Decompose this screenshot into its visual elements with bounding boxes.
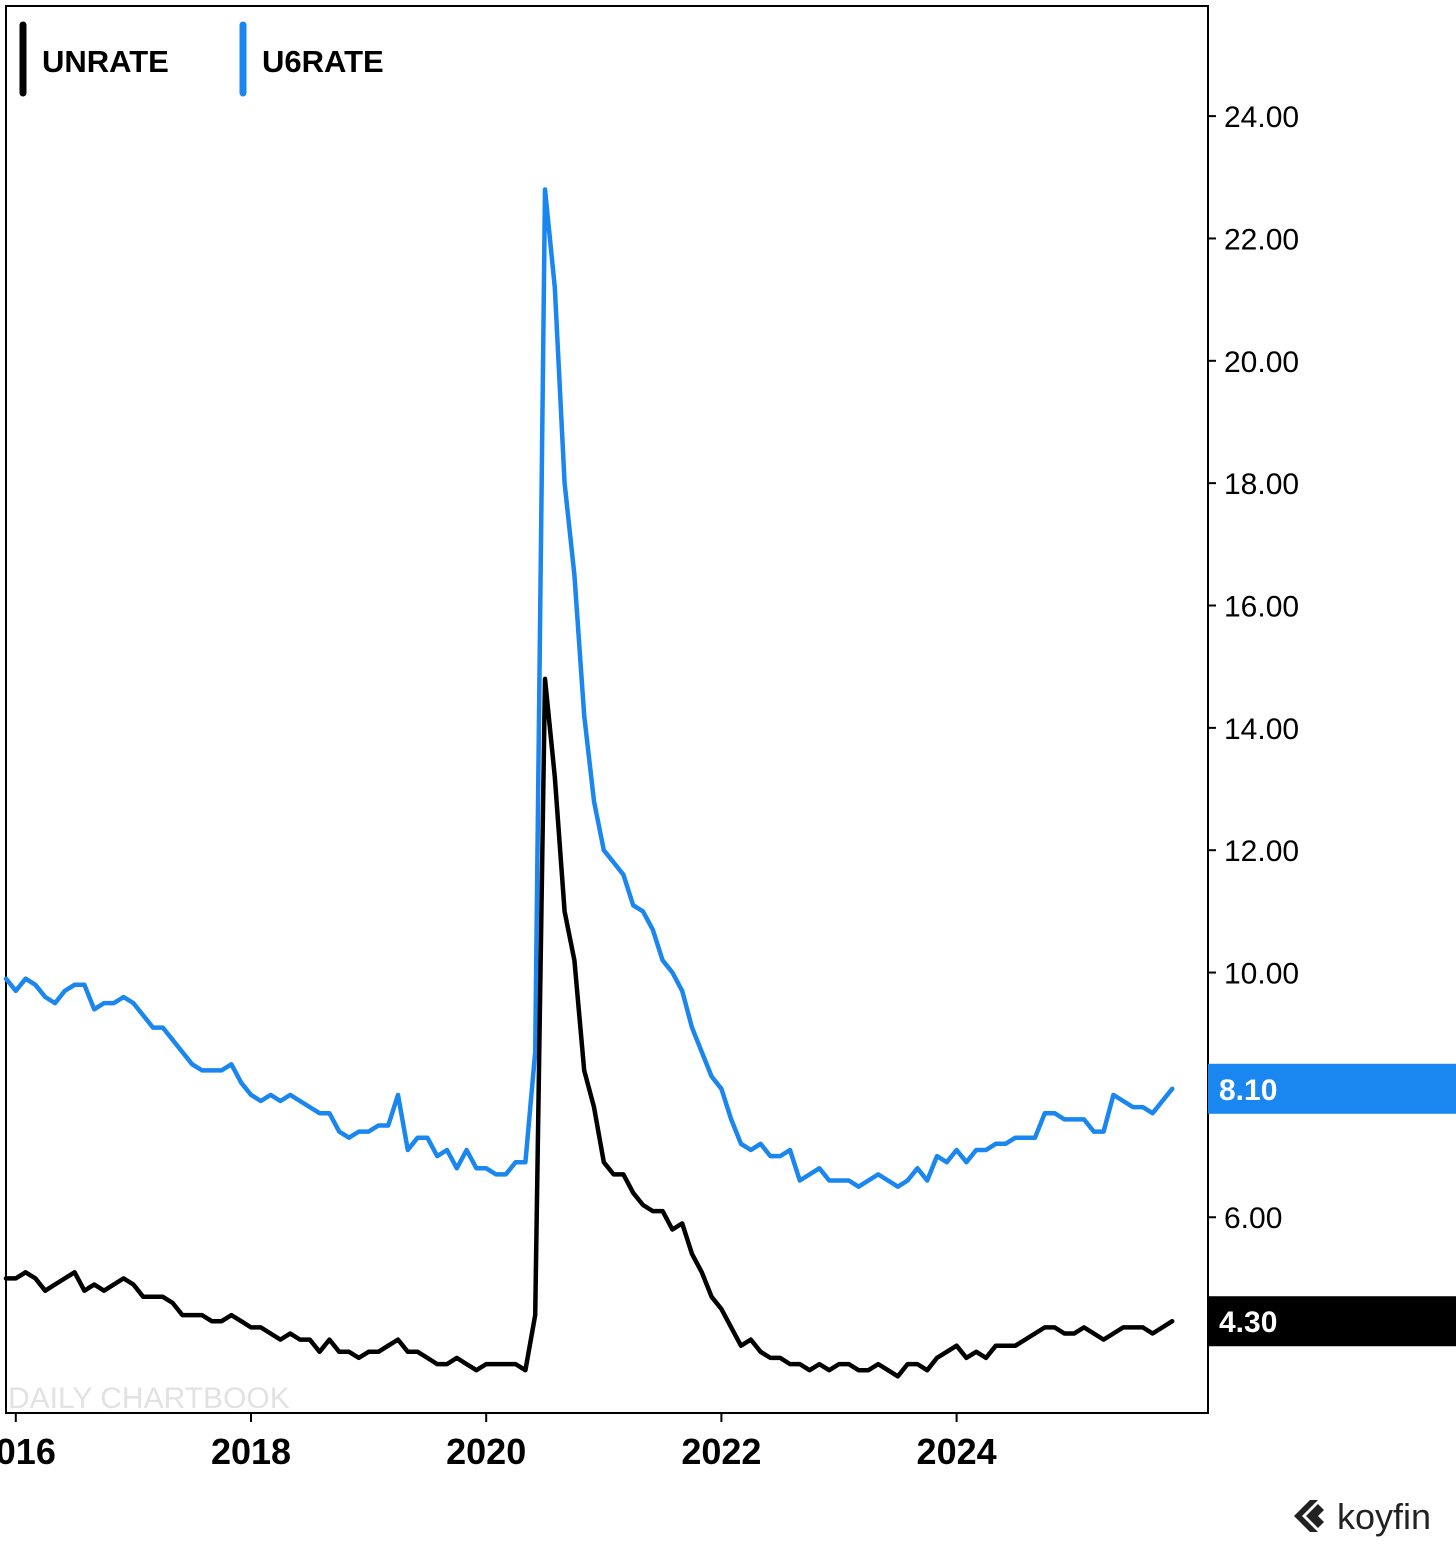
koyfin-logo-icon [1294, 1500, 1324, 1532]
last-value-badge-unrate: 4.30 [1208, 1296, 1456, 1347]
plot-frame [5, 5, 1209, 1414]
y-tick-label: 18.00 [1224, 468, 1299, 501]
legend-label-unrate: UNRATE [42, 44, 169, 79]
legend-label-u6rate: U6RATE [262, 44, 384, 79]
y-tick-label: 24.00 [1224, 101, 1299, 134]
series-line-u6rate [3, 187, 1175, 1189]
y-tick-label: 16.00 [1224, 591, 1299, 624]
y-tick-label: 12.00 [1224, 835, 1299, 868]
y-tick-label: 10.00 [1224, 958, 1299, 991]
badge-value: 4.30 [1219, 1306, 1277, 1339]
watermark-text: DAILY CHARTBOOK [8, 1382, 290, 1415]
x-axis: 2016 2018 2020 2022 2024 [0, 1413, 997, 1472]
last-value-badge-u6rate: 8.10 [1208, 1063, 1456, 1114]
x-tick-label: 2020 [446, 1431, 526, 1472]
y-tick-label: 20.00 [1224, 346, 1299, 379]
x-tick-label: 2018 [211, 1431, 291, 1472]
brand-logo: koyfin [1294, 1496, 1431, 1537]
y-tick-label: 6.00 [1224, 1202, 1282, 1235]
x-tick-label: 2024 [917, 1431, 997, 1472]
y-axis: 6.00 10.00 12.00 14.00 16.00 18.00 20.00 22.00 2… [1208, 101, 1299, 1235]
y-tick-label: 22.00 [1224, 223, 1299, 256]
brand-name: koyfin [1337, 1496, 1431, 1537]
y-tick-label: 14.00 [1224, 713, 1299, 746]
last-value-badges: 4.30 8.10 [1208, 1063, 1456, 1347]
legend: UNRATE U6RATE [19, 21, 384, 97]
badge-background [1208, 1296, 1456, 1347]
series-layer [3, 187, 1175, 1379]
badge-value: 8.10 [1219, 1074, 1277, 1107]
x-tick-label: 2016 [0, 1431, 56, 1472]
x-tick-label: 2022 [681, 1431, 761, 1472]
series-line-unrate [3, 676, 1175, 1379]
badge-background [1208, 1063, 1456, 1114]
